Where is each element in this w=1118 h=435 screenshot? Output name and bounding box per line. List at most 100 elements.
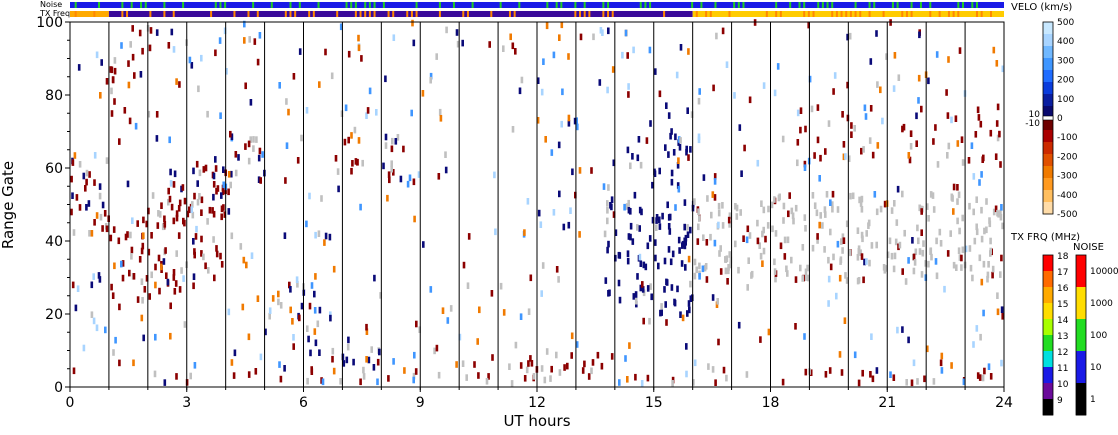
echo-cell [391,137,394,145]
echo-cell [861,369,864,377]
echo-cell [141,297,144,304]
hour-lines [108,22,966,387]
echo-cell [726,278,729,285]
echo-cell [897,74,901,81]
echo-cell [667,214,671,221]
echo-cell [140,278,144,285]
echo-cell [113,262,116,270]
echo-cell [974,131,978,138]
echo-cell [362,373,366,380]
echo-cell [540,88,544,96]
echo-cell [523,375,527,382]
echo-cell [410,109,413,117]
echo-cell [679,137,682,144]
echo-cell [711,366,715,373]
velocity-tick-label: -200 [1057,152,1078,162]
status-speckle [639,2,642,8]
echo-cell [611,66,615,73]
echo-cell [392,34,396,41]
echo-cell [230,359,234,366]
echo-cell [98,276,102,283]
echo-cell [329,311,332,318]
status-speckle [607,11,610,17]
status-speckle [709,11,712,17]
echo-cell [160,202,163,209]
echo-cell [256,58,260,66]
echo-cell [193,192,196,200]
echo-cell [978,374,982,381]
echo-cell [78,161,82,168]
echo-cell [234,151,238,158]
x-tick-label: 24 [995,395,1013,411]
echo-cell [573,117,577,125]
echo-cell [607,184,610,191]
echo-cell [558,369,562,376]
echo-cell [819,212,822,219]
echo-cell [995,60,999,67]
echo-cell [229,130,232,138]
echo-cell [519,362,523,369]
echo-cell [669,132,672,140]
echo-cell [676,285,679,293]
echo-cell [639,260,643,267]
echo-cell [362,366,365,374]
status-speckle [368,2,371,8]
echo-cell [124,233,128,241]
echo-cell [219,112,222,119]
echo-cell [714,379,717,386]
echo-cell [946,112,950,119]
echo-cell [796,139,800,146]
echo-cell [196,198,200,206]
echo-cell [804,274,807,281]
echo-cell [192,238,195,245]
echo-cell [841,247,844,254]
echo-cell [801,275,804,282]
echo-cell [654,239,657,246]
echo-cell [912,359,916,367]
echo-cell [324,232,328,240]
echo-cell [169,302,172,310]
echo-cell [121,274,125,282]
echo-cell [576,123,579,131]
echo-cell [131,25,134,32]
echo-cell [715,301,719,308]
velocity-color-segment [1043,46,1053,59]
echo-cell [846,33,849,41]
echo-cell [488,41,491,48]
echo-cell [840,369,844,376]
echo-cell [686,310,689,317]
echo-cell [202,253,205,261]
echo-cell [314,231,317,239]
echo-cell [917,97,920,104]
echo-cell [771,225,774,233]
echo-cell [670,178,674,186]
echo-cell [827,300,830,307]
echo-cell [130,253,133,260]
echo-cell [917,237,920,245]
echo-cell [370,346,373,353]
echo-cell [242,256,246,264]
echo-cell [794,204,798,212]
echo-cell [813,152,816,159]
echo-cell [103,210,107,217]
status-speckle [289,11,292,17]
echo-cell [697,136,701,144]
status-speckle [905,11,908,17]
echo-cell [671,380,674,387]
echo-cell [439,115,443,122]
txfreq-color-segment [1043,287,1053,304]
echo-cell [929,248,932,255]
noise-tick-label: 100 [1090,331,1107,341]
echo-cell [864,113,868,120]
echo-cell [339,23,343,31]
echo-cell [747,257,750,264]
status-speckle [705,11,708,17]
echo-cell [557,276,560,283]
echo-cell [722,366,726,374]
echo-cell [831,201,834,208]
echo-cell [658,90,662,98]
echo-cell [202,166,206,173]
echo-cell [357,137,361,144]
status-speckle [555,2,558,8]
echo-cell [842,153,846,161]
